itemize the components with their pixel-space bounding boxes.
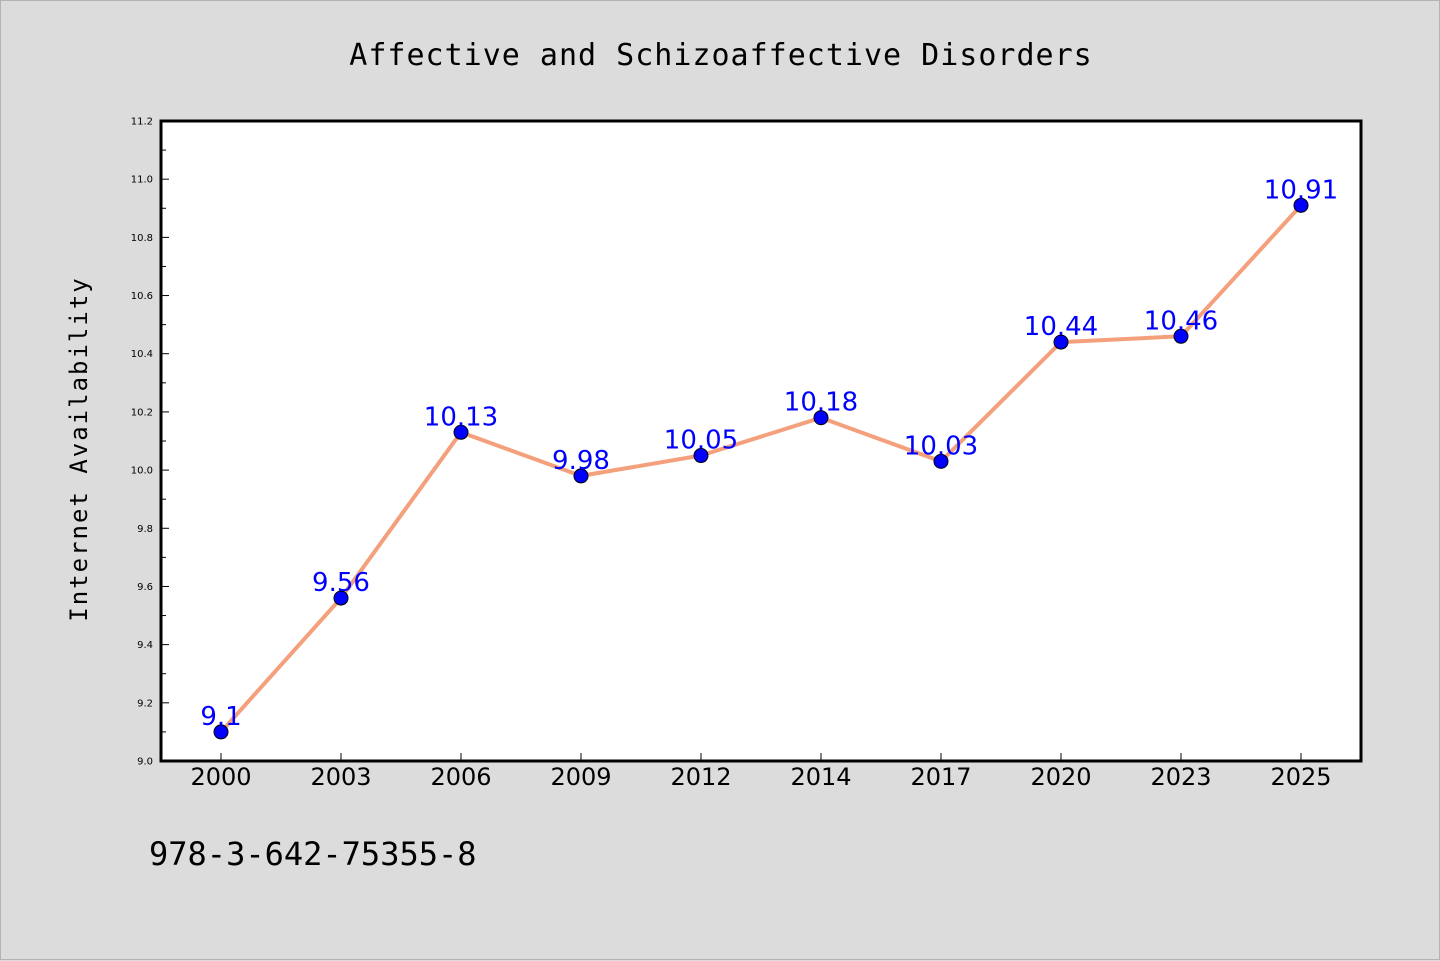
series-layer: [213, 197, 1309, 740]
data-label: 10.46: [1144, 306, 1218, 336]
y-tick-label: 10.8: [131, 233, 153, 244]
y-tick-label: 9.2: [137, 698, 153, 709]
y-tick-label: 10.6: [131, 291, 153, 302]
y-tick-label: 10.2: [131, 407, 153, 418]
x-tick-label: 2000: [190, 763, 251, 791]
data-label: 10.18: [784, 388, 858, 418]
data-point: [213, 724, 229, 740]
y-axis-label: Internet Availability: [65, 276, 93, 621]
data-point: [1173, 328, 1189, 344]
x-tick-label: 2012: [670, 763, 731, 791]
y-axis: 9.0 9.2 9.4 9.6 9.8 10.0 10.2 10.4 10.6 10.8 11.0 1…: [131, 117, 169, 768]
x-tick-label: 2017: [910, 763, 971, 791]
y-tick-label: 11.2: [131, 117, 153, 128]
data-point: [573, 468, 589, 484]
x-tick-label: 2003: [310, 763, 371, 791]
data-label: 10.44: [1024, 312, 1098, 342]
x-tick-label: 2006: [430, 763, 491, 791]
y-tick-label: 10.4: [131, 349, 153, 360]
data-point: [813, 410, 829, 426]
x-axis: 2000 2003 2006 2009 2012 2014 2017 2020 2023 2025: [190, 753, 1332, 791]
x-tick-label: 2009: [550, 763, 611, 791]
data-point: [693, 448, 709, 464]
data-point: [453, 424, 469, 440]
data-label: 10.03: [904, 431, 978, 461]
y-tick-label: 9.4: [137, 640, 153, 651]
y-tick-label: 9.0: [137, 757, 153, 768]
data-label: 10.13: [424, 402, 498, 432]
data-label: 9.98: [552, 446, 610, 476]
x-tick-label: 2025: [1270, 763, 1331, 791]
chart-title: Affective and Schizoaffective Disorders: [349, 38, 1092, 73]
data-point: [333, 590, 349, 606]
x-tick-label: 2020: [1030, 763, 1091, 791]
data-point: [1293, 197, 1309, 213]
x-tick-label: 2014: [790, 763, 851, 791]
data-labels: 9.1 9.56 10.13 9.98 10.05 10.18 10.03 10.44 10.4…: [200, 175, 1338, 732]
data-label: 10.91: [1264, 175, 1338, 205]
data-label: 9.56: [312, 568, 370, 598]
x-tick-label: 2023: [1150, 763, 1211, 791]
y-tick-label: 11.0: [131, 175, 153, 186]
isbn-text: 978-3-642-75355-8: [149, 835, 477, 873]
data-label: 10.05: [664, 426, 738, 456]
plot-area: [161, 121, 1361, 761]
data-point: [1053, 334, 1069, 350]
y-tick-label: 10.0: [131, 466, 153, 477]
plot-frame: [159, 119, 1363, 763]
y-tick-label: 9.8: [137, 524, 153, 535]
series-line: [219, 203, 1303, 734]
data-label: 9.1: [200, 702, 241, 732]
data-point: [933, 453, 949, 469]
y-tick-label: 9.6: [137, 582, 153, 593]
